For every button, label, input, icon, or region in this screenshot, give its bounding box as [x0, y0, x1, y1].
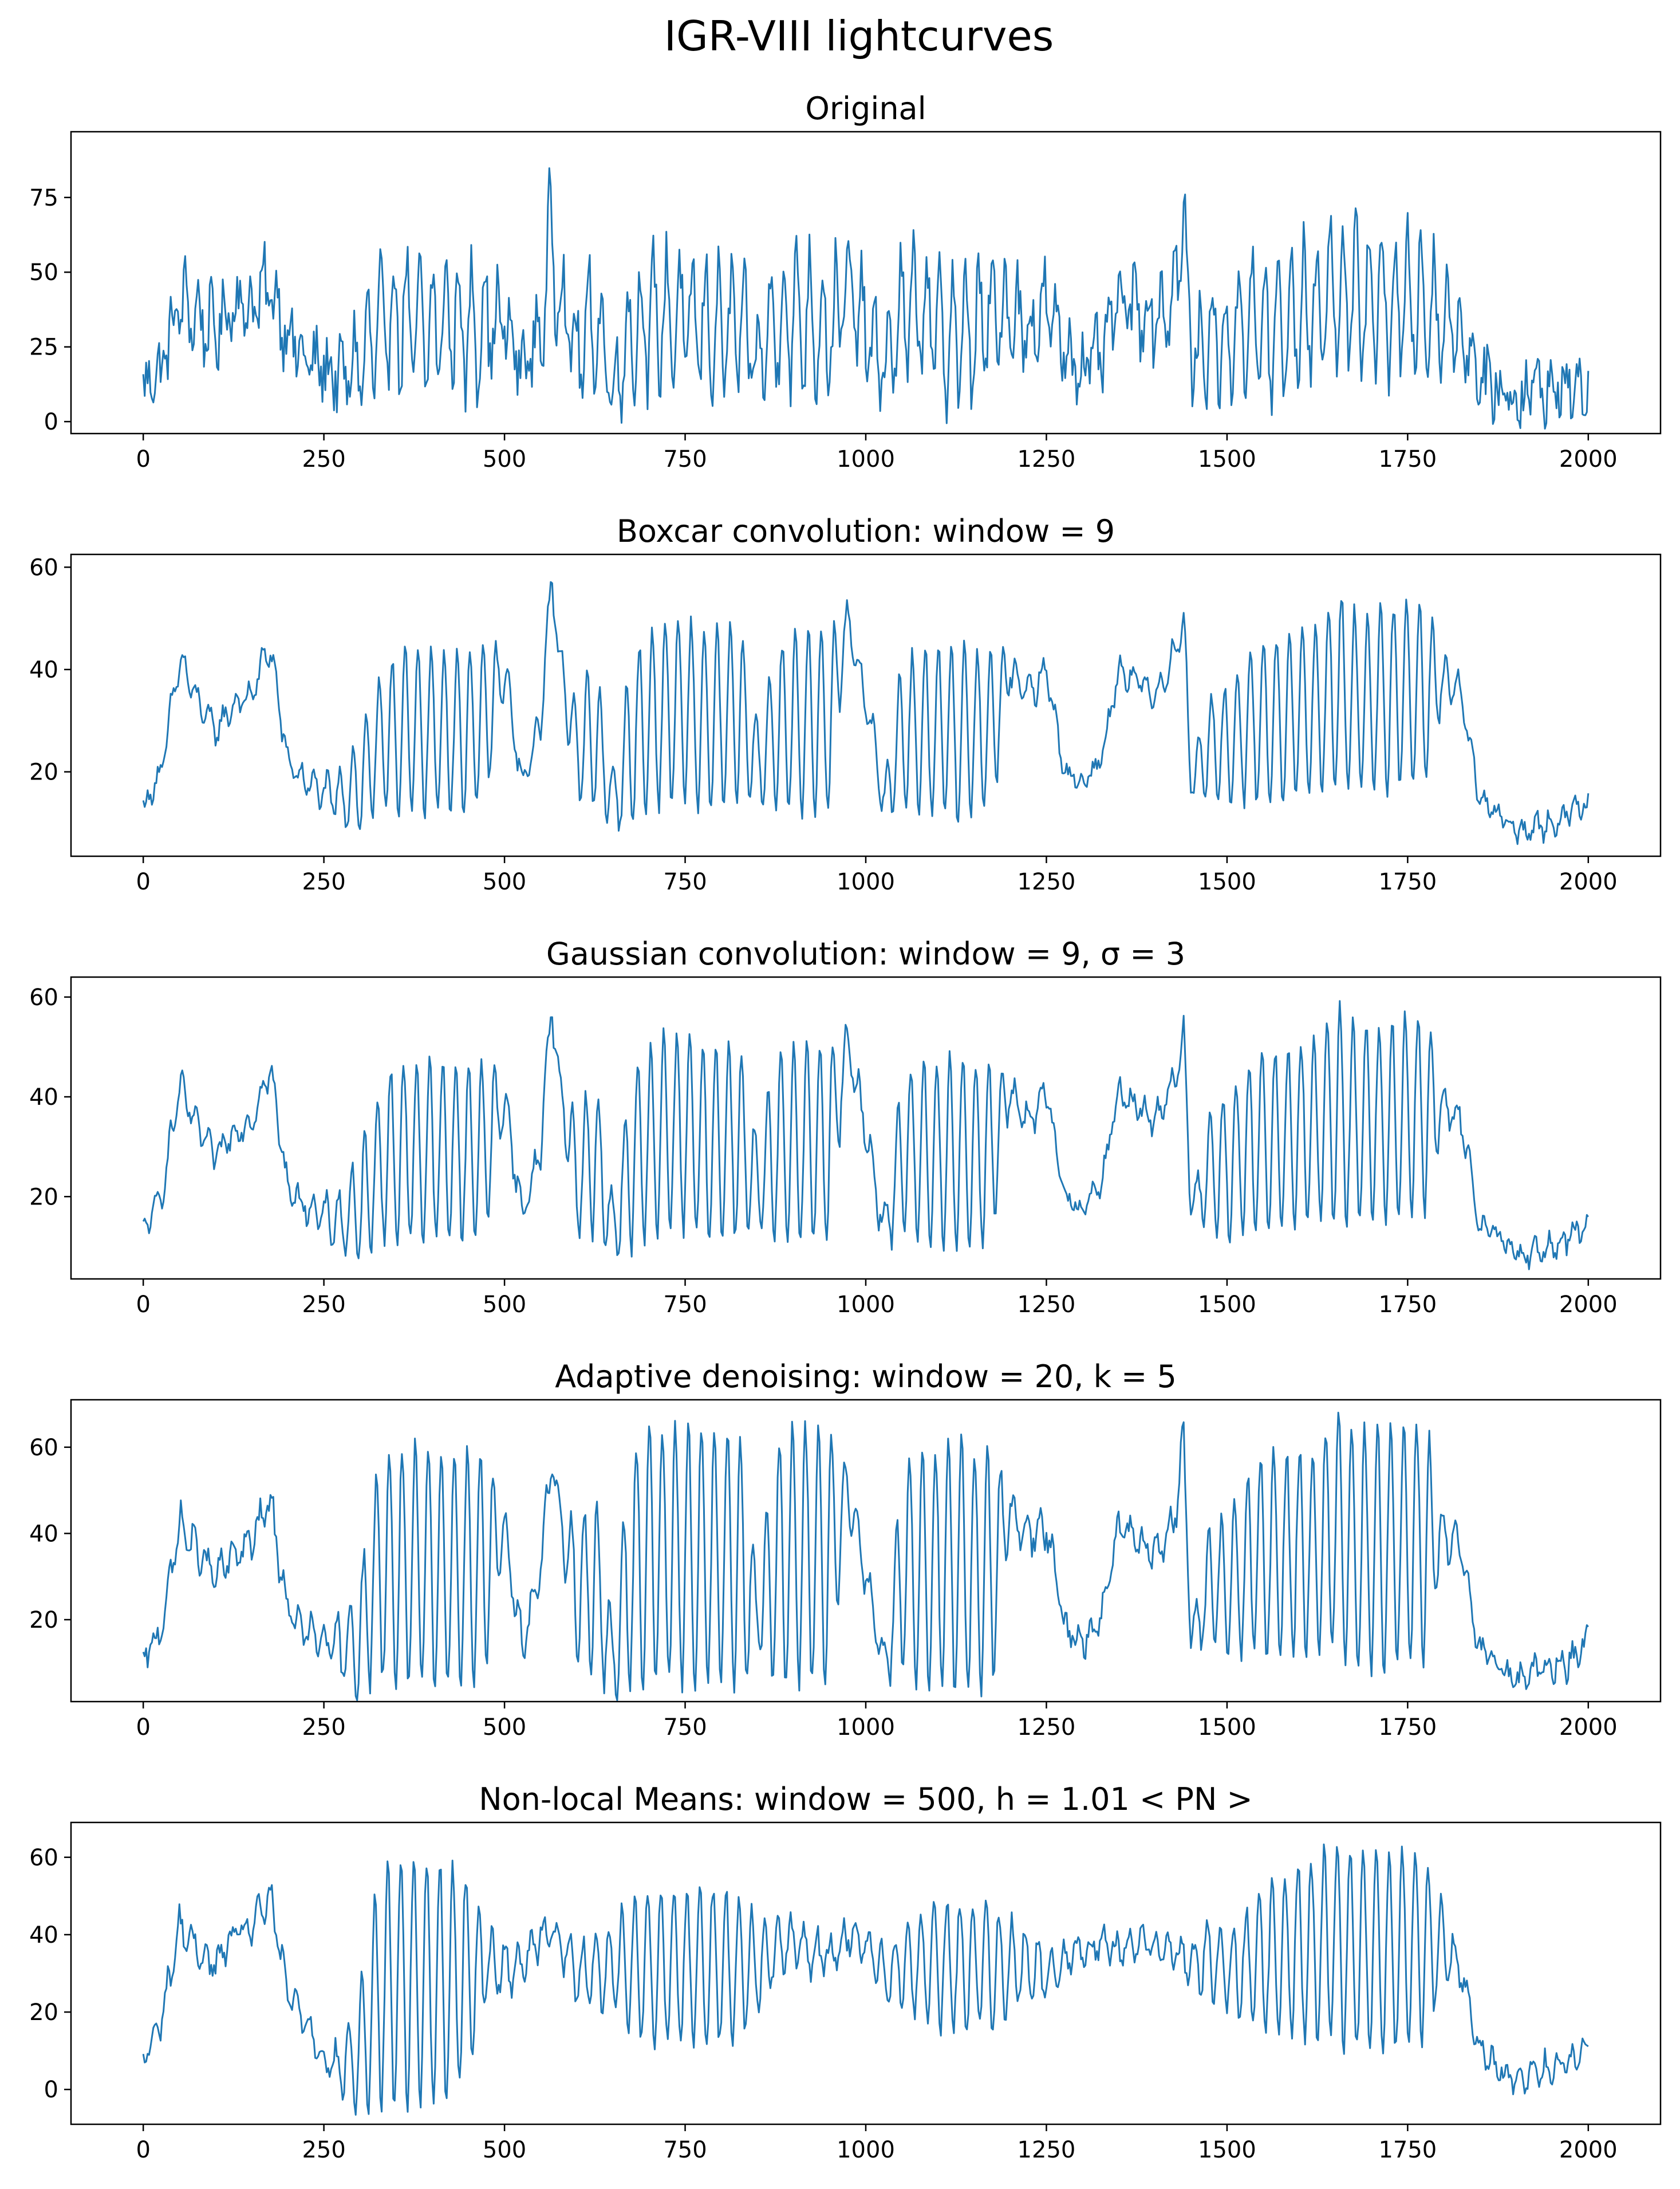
x-tick-label: 0	[136, 869, 150, 895]
x-tick-label: 1500	[1198, 1714, 1256, 1741]
x-tick-label: 1750	[1378, 446, 1437, 473]
y-tick-label: 60	[29, 1435, 58, 1461]
x-tick-label: 750	[663, 1292, 707, 1318]
y-tick-label: 40	[29, 1521, 58, 1547]
panel-4: Adaptive denoising: window = 20, k = 5 0 2…	[29, 1359, 1662, 1741]
x-tick-label: 1750	[1378, 1292, 1437, 1318]
x-tick-label: 250	[302, 2137, 345, 2163]
x-tick-label: 250	[302, 1714, 345, 1741]
y-tick-label: 60	[29, 554, 58, 581]
x-tick-label: 750	[663, 446, 707, 473]
panel-title: Gaussian convolution: window = 9, σ = 3	[546, 936, 1185, 972]
x-tick-label: 1250	[1018, 869, 1076, 895]
y-tick-label: 50	[29, 259, 58, 286]
x-tick-label: 750	[663, 1714, 707, 1741]
x-tick-label: 500	[483, 1714, 526, 1741]
x-tick-label: 500	[483, 1292, 526, 1318]
x-tick-label: 1000	[837, 1292, 895, 1318]
x-tick-label: 500	[483, 446, 526, 473]
x-tick-label: 0	[136, 2137, 150, 2163]
x-tick-label: 1750	[1378, 869, 1437, 895]
x-tick-label: 0	[136, 446, 150, 473]
x-tick-label: 2000	[1559, 446, 1618, 473]
y-tick-label: 75	[29, 185, 58, 211]
panel-title: Boxcar convolution: window = 9	[617, 513, 1115, 549]
series-line	[142, 1411, 1589, 1702]
y-tick-label: 20	[29, 1999, 58, 2026]
series-line	[142, 1000, 1589, 1270]
x-tick-label: 1250	[1018, 446, 1076, 473]
panel-title: Adaptive denoising: window = 20, k = 5	[555, 1359, 1177, 1395]
x-tick-label: 1250	[1018, 1714, 1076, 1741]
series-line	[142, 1843, 1589, 2116]
x-tick-label: 1000	[837, 869, 895, 895]
x-tick-label: 1500	[1198, 1292, 1256, 1318]
x-tick-label: 1000	[837, 1714, 895, 1741]
y-tick-label: 0	[44, 409, 58, 435]
series-line	[142, 167, 1590, 430]
y-tick-label: 25	[29, 334, 58, 361]
x-tick-label: 1500	[1198, 2137, 1256, 2163]
panel-1: Original 0 250 500 750 1000 1250 1500 1750 2000 0 2…	[29, 90, 1662, 473]
panel-title: Non-local Means: window = 500, h = 1.01 …	[479, 1781, 1253, 1817]
x-tick-label: 500	[483, 2137, 526, 2163]
y-tick-label: 0	[44, 2077, 58, 2103]
y-tick-label: 40	[29, 1084, 58, 1111]
y-tick-label: 20	[29, 1184, 58, 1210]
x-tick-label: 2000	[1559, 1714, 1618, 1741]
x-tick-label: 1500	[1198, 869, 1256, 895]
x-tick-label: 250	[302, 869, 345, 895]
panel-2: Boxcar convolution: window = 9 0 250 500 750…	[29, 513, 1662, 895]
x-tick-label: 1750	[1378, 1714, 1437, 1741]
y-tick-label: 60	[29, 1845, 58, 1871]
x-tick-label: 1000	[837, 2137, 895, 2163]
x-tick-label: 750	[663, 2137, 707, 2163]
x-tick-label: 250	[302, 446, 345, 473]
x-tick-label: 2000	[1559, 1292, 1618, 1318]
x-tick-label: 1250	[1018, 2137, 1076, 2163]
y-tick-label: 60	[29, 985, 58, 1011]
y-tick-label: 40	[29, 657, 58, 683]
x-tick-label: 2000	[1559, 2137, 1618, 2163]
x-tick-label: 250	[302, 1292, 345, 1318]
y-tick-label: 40	[29, 1922, 58, 1948]
x-tick-label: 2000	[1559, 869, 1618, 895]
x-tick-label: 500	[483, 869, 526, 895]
series-line	[142, 581, 1590, 845]
x-tick-label: 1250	[1018, 1292, 1076, 1318]
x-tick-label: 1000	[837, 446, 895, 473]
panel-3: Gaussian convolution: window = 9, σ = 3 0…	[29, 936, 1662, 1318]
panel-5: Non-local Means: window = 500, h = 1.01 …	[29, 1781, 1662, 2163]
panel-title: Original	[805, 90, 926, 127]
x-tick-label: 0	[136, 1714, 150, 1741]
x-tick-label: 1750	[1378, 2137, 1437, 2163]
x-tick-label: 0	[136, 1292, 150, 1318]
x-tick-label: 750	[663, 869, 707, 895]
figure-title: IGR-VIII lightcurves	[664, 12, 1054, 60]
y-tick-label: 20	[29, 1607, 58, 1633]
y-tick-label: 20	[29, 759, 58, 786]
x-tick-label: 1500	[1198, 446, 1256, 473]
